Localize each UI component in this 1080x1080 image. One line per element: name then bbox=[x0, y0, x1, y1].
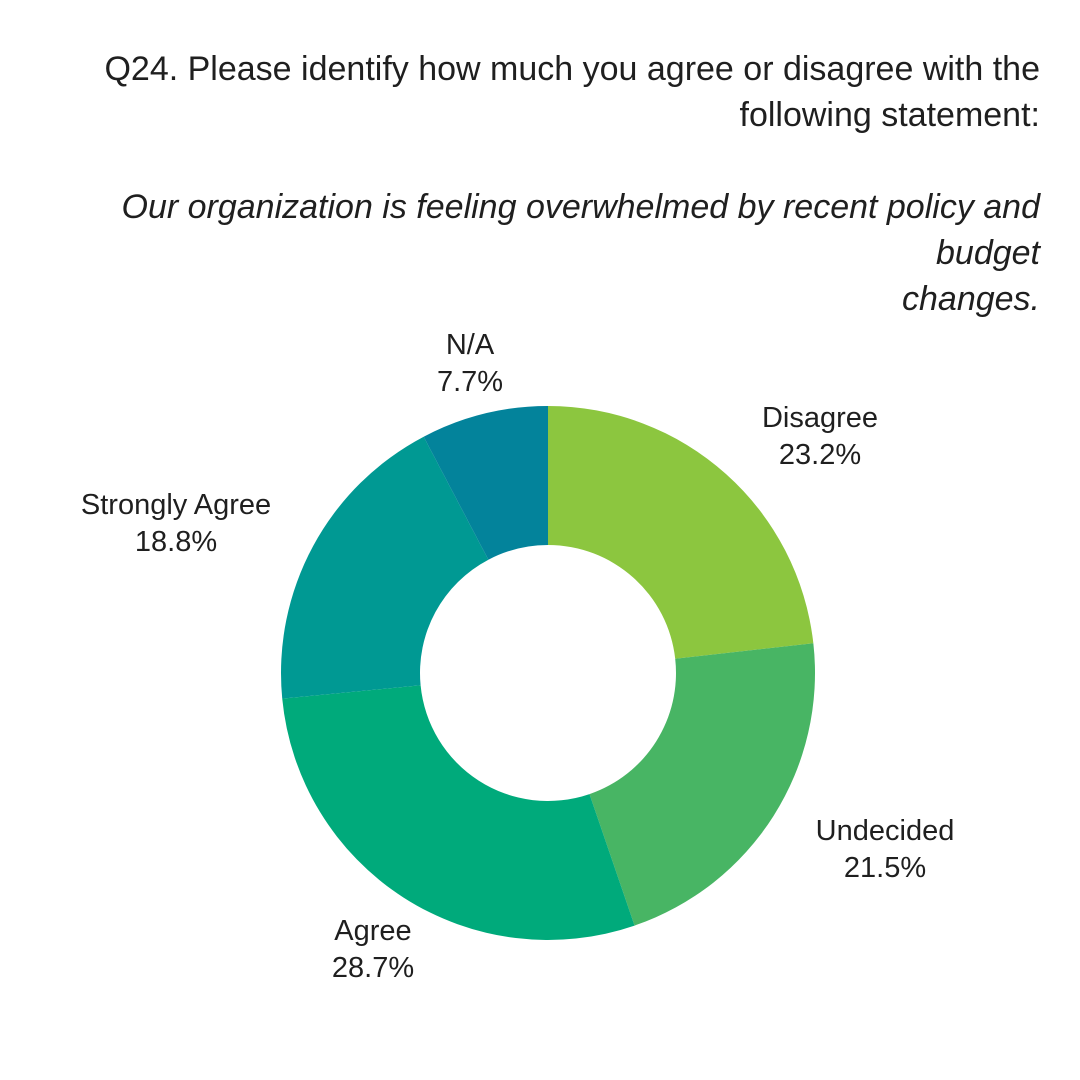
slice-value: 21.5% bbox=[843, 852, 927, 884]
statement-line-1: Our organization is feeling overwhelmed … bbox=[121, 188, 1041, 272]
slice-value: 7.7% bbox=[436, 366, 504, 398]
slice-label-agree: Agree 28.7% bbox=[332, 913, 414, 987]
donut-slice-disagree bbox=[548, 406, 814, 659]
donut-slice-strongly-agree bbox=[281, 436, 489, 699]
slice-label-undecided: Undecided 21.5% bbox=[816, 813, 955, 887]
slice-name: Agree bbox=[334, 915, 412, 947]
slice-label-disagree: Disagree 23.2% bbox=[762, 400, 878, 474]
slice-name: Disagree bbox=[761, 402, 879, 434]
question-line-2: following statement: bbox=[739, 96, 1041, 134]
slice-label-strongly-agree: Strongly Agree 18.8% bbox=[81, 487, 271, 561]
statement-line-2: changes. bbox=[902, 280, 1040, 318]
slice-name: Strongly Agree bbox=[80, 489, 272, 521]
question-line-1: Q24. Please identify how much you agree … bbox=[104, 50, 1040, 88]
slice-value: 23.2% bbox=[778, 439, 862, 471]
donut-slice-undecided bbox=[589, 643, 816, 926]
slice-label-na: N/A 7.7% bbox=[437, 327, 503, 401]
slice-value: 28.7% bbox=[331, 952, 415, 984]
donut-slice-agree bbox=[282, 685, 635, 941]
chart-title: Q24. Please identify how much you agree … bbox=[40, 46, 1040, 322]
slice-value: 18.8% bbox=[134, 526, 218, 558]
statement-text: Our organization is feeling overwhelmed … bbox=[40, 184, 1041, 322]
donut-slice-n-a bbox=[423, 406, 548, 560]
slice-name: Undecided bbox=[815, 815, 955, 847]
slice-name: N/A bbox=[445, 329, 495, 361]
